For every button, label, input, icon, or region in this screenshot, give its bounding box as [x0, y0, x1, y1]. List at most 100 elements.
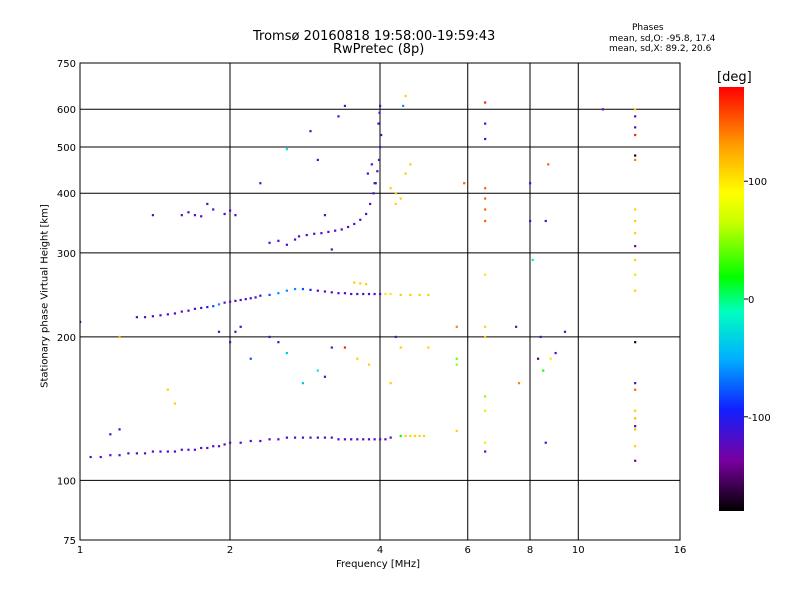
data-point — [484, 335, 487, 339]
data-point — [484, 219, 487, 223]
y-tick-label: 750 — [57, 59, 76, 70]
data-point — [249, 439, 252, 443]
data-point — [634, 428, 637, 431]
data-point — [409, 434, 412, 438]
data-point — [634, 154, 637, 157]
data-point — [544, 219, 547, 223]
data-point — [418, 434, 421, 438]
chart-title: Tromsø 20160818 19:58:00-19:59:43 — [253, 29, 496, 44]
data-point — [200, 446, 203, 450]
data-point — [212, 208, 215, 211]
data-point — [531, 258, 534, 262]
data-point — [399, 346, 402, 349]
data-point — [389, 292, 392, 296]
y-tick-label: 600 — [57, 105, 76, 116]
data-point — [377, 122, 380, 125]
data-point — [323, 375, 327, 378]
data-point — [143, 452, 147, 455]
data-point — [343, 292, 347, 295]
data-point — [422, 434, 426, 438]
data-point — [187, 309, 190, 312]
data-point — [309, 288, 312, 291]
data-point — [404, 94, 407, 98]
data-point — [301, 287, 305, 291]
data-point — [374, 182, 377, 185]
data-point — [427, 293, 430, 296]
data-point — [323, 214, 327, 217]
data-point — [305, 233, 308, 237]
data-point — [389, 187, 392, 190]
data-point — [151, 214, 155, 217]
data-point — [268, 241, 271, 244]
data-point — [484, 441, 487, 444]
data-point — [277, 239, 280, 242]
colorbar-tick-label: 100 — [748, 177, 767, 188]
data-point — [223, 443, 226, 446]
data-point — [159, 314, 162, 317]
data-point — [484, 450, 487, 453]
data-point — [135, 452, 138, 455]
data-point — [366, 172, 369, 175]
data-point — [337, 115, 340, 118]
data-point — [109, 454, 112, 457]
data-point — [118, 335, 121, 339]
data-point — [409, 163, 412, 166]
data-point — [229, 441, 232, 444]
data-point — [239, 298, 242, 302]
data-point — [206, 202, 209, 206]
data-point — [173, 450, 177, 453]
data-point — [151, 315, 155, 318]
data-point — [536, 357, 540, 360]
data-point — [359, 282, 362, 285]
data-point — [379, 292, 382, 296]
data-point — [370, 163, 373, 166]
x-tick-label: 4 — [377, 545, 383, 556]
data-point — [372, 192, 375, 195]
data-point — [200, 215, 203, 218]
data-point — [212, 305, 215, 308]
data-point — [377, 158, 381, 162]
data-point — [268, 335, 271, 339]
data-point — [399, 434, 402, 438]
data-point — [323, 436, 327, 439]
data-point — [634, 445, 637, 448]
data-point — [384, 292, 387, 296]
data-point — [244, 298, 247, 301]
data-point — [159, 450, 162, 453]
data-point — [367, 363, 371, 366]
data-point — [634, 382, 637, 385]
data-point — [365, 212, 368, 216]
data-point — [340, 228, 343, 231]
colorbar-ticks: 100 0 -100 — [744, 177, 771, 424]
data-point — [99, 455, 102, 459]
data-point — [316, 369, 319, 372]
data-point — [200, 306, 203, 310]
y-tick-label: 100 — [57, 476, 76, 487]
data-point — [634, 108, 637, 111]
data-point — [212, 445, 215, 448]
data-point — [547, 163, 550, 166]
data-point — [634, 115, 637, 118]
data-point — [343, 438, 347, 441]
stats-x-line: mean, sd,X: 89.2, 20.6 — [609, 44, 712, 54]
data-point — [634, 208, 637, 211]
data-point — [206, 446, 209, 450]
data-point — [539, 335, 542, 339]
data-point — [217, 330, 221, 333]
data-point — [394, 335, 397, 339]
data-point — [285, 351, 288, 355]
data-point — [373, 182, 376, 185]
data-point — [634, 219, 637, 223]
data-point — [380, 133, 383, 137]
data-point — [376, 170, 379, 173]
data-point — [343, 346, 347, 349]
data-point — [297, 235, 301, 238]
data-point — [634, 126, 637, 129]
data-point — [234, 299, 237, 302]
data-point — [285, 289, 288, 292]
data-point — [309, 436, 312, 439]
data-point — [399, 197, 402, 200]
data-point — [484, 122, 487, 125]
data-point — [313, 232, 316, 235]
